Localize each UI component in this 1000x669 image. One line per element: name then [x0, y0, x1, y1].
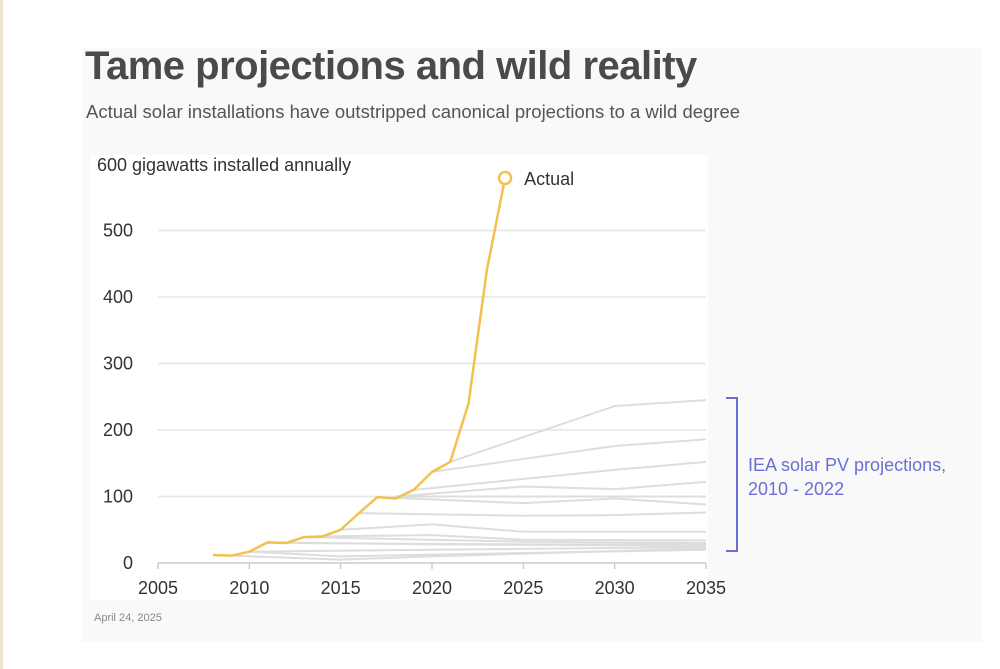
projection-line [358, 511, 707, 517]
actual-series-label: Actual [524, 169, 574, 189]
chart-subtitle: Actual solar installations have outstrip… [86, 101, 741, 122]
x-tick-label: 2030 [595, 578, 635, 598]
projection-line [249, 548, 707, 558]
y-tick-label: 500 [103, 221, 133, 241]
x-tick-label: 2015 [321, 578, 361, 598]
x-tick-label: 2035 [686, 578, 726, 598]
projection-line [267, 541, 707, 547]
x-tick-label: 2005 [138, 578, 178, 598]
x-tick-label: 2020 [412, 578, 452, 598]
actual-line [212, 177, 507, 557]
projection-line [322, 534, 707, 542]
projection-annotation-line1: IEA solar PV projections, [748, 455, 946, 475]
actual-endpoint-marker [497, 170, 513, 186]
chart-date: April 24, 2025 [94, 612, 162, 624]
projection-bracket [726, 397, 738, 552]
projection-line [395, 480, 707, 498]
projection-line [431, 438, 707, 473]
projection-line [413, 460, 707, 491]
y-axis-label: 600 gigawatts installed annually [97, 155, 351, 175]
projection-annotation-line2: 2010 - 2022 [748, 479, 844, 499]
page-edge [0, 0, 3, 669]
x-tick-label: 2010 [229, 578, 269, 598]
projection-line [304, 536, 707, 545]
y-tick-label: 200 [103, 420, 133, 440]
projection-line [340, 523, 706, 533]
y-tick-label: 300 [103, 354, 133, 374]
projection-line [449, 399, 707, 463]
x-tick-label: 2025 [503, 578, 543, 598]
projection-line [249, 546, 707, 553]
y-tick-label: 400 [103, 287, 133, 307]
y-tick-label: 0 [123, 553, 133, 573]
chart-title: Tame projections and wild reality [85, 44, 697, 88]
projection-line [377, 496, 707, 506]
y-tick-label: 100 [103, 487, 133, 507]
